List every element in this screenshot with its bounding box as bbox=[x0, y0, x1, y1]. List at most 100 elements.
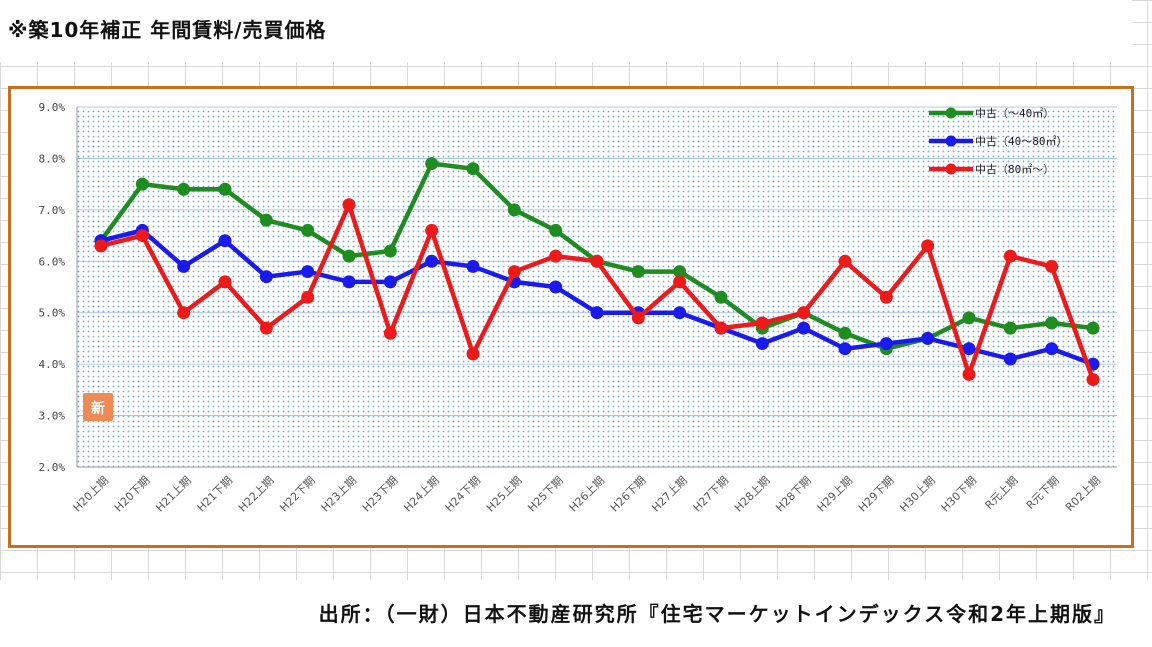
x-tick-label: H28下期 bbox=[773, 474, 814, 515]
data-point bbox=[879, 290, 893, 304]
data-point bbox=[383, 244, 397, 258]
footer: 出所：（一財）日本不動産研究所『住宅マーケットインデックス令和2年上期版』 bbox=[0, 580, 1152, 647]
x-tick-label: H22上期 bbox=[236, 474, 277, 515]
x-tick-label: H30上期 bbox=[897, 474, 938, 515]
y-tick-label: 2.0% bbox=[39, 461, 66, 474]
data-point bbox=[921, 331, 935, 345]
data-point bbox=[301, 223, 315, 237]
data-point bbox=[1045, 316, 1059, 330]
data-point bbox=[838, 326, 852, 340]
data-point bbox=[1086, 373, 1100, 387]
data-point bbox=[673, 306, 687, 320]
plot-area bbox=[77, 107, 1117, 467]
data-point bbox=[301, 290, 315, 304]
data-point bbox=[466, 259, 480, 273]
x-axis-ticks: H20上期 H20下期 H21上期 H21下期 H22上期 H22下期 H23上期 H23下期… bbox=[71, 474, 1104, 515]
x-tick-label: H24上期 bbox=[401, 474, 442, 515]
data-point bbox=[962, 367, 976, 381]
source-note: 出所：（一財）日本不動産研究所『住宅マーケットインデックス令和2年上期版』 bbox=[318, 602, 1116, 626]
x-tick-label: H29下期 bbox=[856, 474, 897, 515]
x-tick-label: H20下期 bbox=[112, 474, 153, 515]
data-point bbox=[1045, 259, 1059, 273]
data-point bbox=[838, 342, 852, 356]
data-point bbox=[1003, 249, 1017, 263]
title-bar: ※築10年補正 年間賃料/売買価格 bbox=[0, 0, 1132, 62]
x-tick-label: H26上期 bbox=[567, 474, 608, 515]
data-point bbox=[631, 311, 645, 325]
data-point bbox=[549, 280, 563, 294]
data-point bbox=[879, 337, 893, 351]
data-point bbox=[301, 265, 315, 279]
y-tick-label: 5.0% bbox=[39, 307, 66, 320]
x-tick-label: H29上期 bbox=[815, 474, 856, 515]
data-point bbox=[549, 223, 563, 237]
data-point bbox=[797, 306, 811, 320]
y-tick-label: 4.0% bbox=[39, 358, 66, 371]
new-badge-icon bbox=[83, 393, 113, 421]
data-point bbox=[1045, 342, 1059, 356]
data-point bbox=[590, 254, 604, 268]
data-point bbox=[342, 198, 356, 212]
x-tick-label: H28上期 bbox=[732, 474, 773, 515]
x-tick-label: H25下期 bbox=[525, 474, 566, 515]
legend-marker bbox=[945, 107, 957, 119]
new-badge-text: 新 bbox=[91, 400, 105, 417]
x-tick-label: H23下期 bbox=[360, 474, 401, 515]
data-point bbox=[177, 259, 191, 273]
chart-frame[interactable]: 2.0% 3.0% 4.0% 5.0% 6.0% 7.0% 8.0% 9.0% H20上期 H2… bbox=[8, 86, 1134, 548]
x-tick-label: H27上期 bbox=[649, 474, 690, 515]
data-point bbox=[259, 213, 273, 227]
data-point bbox=[466, 347, 480, 361]
data-point bbox=[921, 239, 935, 253]
x-tick-label: R02上期 bbox=[1063, 474, 1103, 514]
series-3 bbox=[94, 198, 1100, 387]
page-title: ※築10年補正 年間賃料/売買価格 bbox=[8, 18, 327, 42]
data-point bbox=[425, 254, 439, 268]
legend-marker bbox=[945, 135, 957, 147]
data-point bbox=[425, 223, 439, 237]
data-point bbox=[714, 321, 728, 335]
data-point bbox=[259, 321, 273, 335]
y-tick-label: 8.0% bbox=[39, 152, 66, 165]
data-point bbox=[797, 321, 811, 335]
data-point bbox=[177, 182, 191, 196]
data-point bbox=[1003, 352, 1017, 366]
data-point bbox=[218, 182, 232, 196]
data-point bbox=[425, 157, 439, 171]
legend-label: 中古（～40㎡） bbox=[975, 107, 1054, 120]
data-point bbox=[94, 239, 108, 253]
x-tick-label: H26下期 bbox=[608, 474, 649, 515]
y-tick-label: 7.0% bbox=[39, 204, 66, 217]
data-point bbox=[673, 275, 687, 289]
data-point bbox=[342, 275, 356, 289]
x-tick-label: H24下期 bbox=[443, 474, 484, 515]
data-point bbox=[549, 249, 563, 263]
legend-marker bbox=[945, 163, 957, 175]
data-point bbox=[673, 265, 687, 279]
data-point bbox=[466, 162, 480, 176]
data-point bbox=[838, 254, 852, 268]
data-point bbox=[755, 337, 769, 351]
line-chart: 2.0%3.0%4.0%5.0%6.0%7.0%8.0%9.0% H20上期 H2… bbox=[39, 101, 1117, 515]
new-badge: 新 bbox=[83, 393, 113, 421]
data-point bbox=[507, 203, 521, 217]
series-2 bbox=[94, 223, 1100, 371]
x-tick-label: R元上期 bbox=[983, 474, 1021, 512]
data-point bbox=[1003, 321, 1017, 335]
data-point bbox=[383, 275, 397, 289]
series-group bbox=[94, 157, 1100, 387]
data-point bbox=[135, 229, 149, 243]
data-point bbox=[590, 306, 604, 320]
data-point bbox=[755, 316, 769, 330]
legend-label: 中古（80㎡～） bbox=[975, 163, 1054, 176]
x-tick-label: H20上期 bbox=[71, 474, 112, 515]
data-point bbox=[259, 270, 273, 284]
data-point bbox=[962, 311, 976, 325]
data-point bbox=[383, 326, 397, 340]
legend-label: 中古（40～80㎡） bbox=[975, 135, 1068, 148]
data-point bbox=[714, 290, 728, 304]
y-tick-label: 3.0% bbox=[39, 410, 66, 423]
data-point bbox=[1086, 321, 1100, 335]
x-tick-label: R元下期 bbox=[1024, 474, 1062, 512]
data-point bbox=[631, 265, 645, 279]
